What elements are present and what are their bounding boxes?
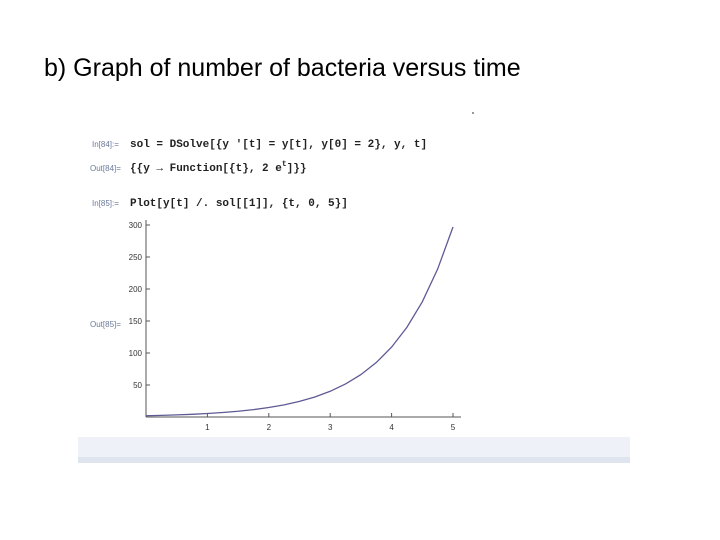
curve bbox=[145, 226, 454, 417]
cell-label: Out[85]= bbox=[90, 320, 121, 329]
x-tick-label: 1 bbox=[205, 423, 210, 432]
y-tick-label: 100 bbox=[129, 349, 143, 358]
x-tick-label: 5 bbox=[451, 423, 456, 432]
code-part: ]}} bbox=[287, 163, 307, 175]
y-tick-label: 50 bbox=[133, 381, 142, 390]
slide-title: b) Graph of number of bacteria versus ti… bbox=[44, 54, 521, 82]
y-tick-label: 300 bbox=[129, 221, 143, 230]
cell-code: {{y → Function[{t}, 2 et]}} bbox=[130, 160, 306, 175]
cell-label: In[85]:= bbox=[92, 199, 119, 208]
plot: 1 2 3 4 5 50 100 150 200 250 300 bbox=[129, 220, 461, 432]
y-tick-label: 250 bbox=[129, 253, 143, 262]
status-bar-edge bbox=[78, 457, 630, 463]
dot bbox=[472, 112, 474, 114]
x-tick-label: 2 bbox=[267, 423, 272, 432]
cell-code: sol = DSolve[{y '[t] = y[t], y[0] = 2}, … bbox=[130, 139, 427, 151]
code-sup: t bbox=[282, 160, 287, 169]
x-tick-label: 4 bbox=[389, 423, 394, 432]
x-tick-label: 3 bbox=[328, 423, 333, 432]
y-tick-label: 200 bbox=[129, 285, 143, 294]
code-part: {{y → Function[{t}, 2 e bbox=[130, 163, 282, 175]
cell-label: Out[84]= bbox=[90, 164, 121, 173]
cell-label: In[84]:= bbox=[92, 140, 119, 149]
y-tick-label: 150 bbox=[129, 317, 143, 326]
cell-code: Plot[y[t] /. sol[[1]], {t, 0, 5}] bbox=[130, 198, 348, 210]
